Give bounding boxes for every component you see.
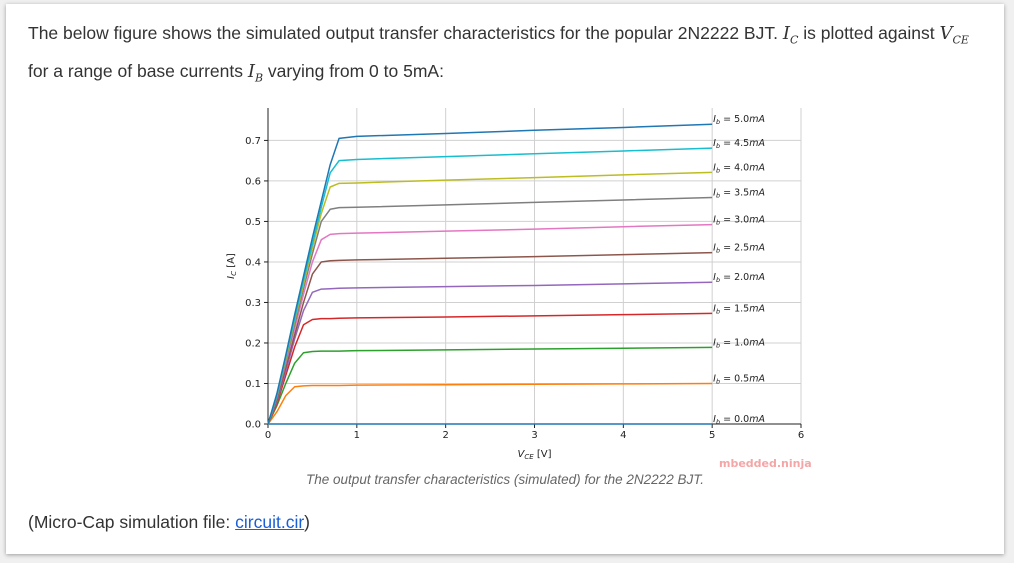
x-tick-label: 1 [354, 430, 360, 441]
intro-text-2: is plotted against [798, 23, 940, 43]
series-label-10: Ib = 5.0mA [713, 114, 765, 126]
series-label-5: Ib = 2.5mA [713, 243, 765, 255]
transfer-characteristics-chart: 0 1 2 3 4 5 6 0.0 0.1 0.2 0.3 0.4 0.5 0.6 0.7 VCE [V] IC… [226, 108, 812, 470]
series-label-3: Ib = 1.5mA [713, 303, 765, 315]
series-label-9: Ib = 4.5mA [713, 138, 765, 150]
intro-text-4: varying from 0 to 5mA: [263, 60, 444, 81]
vce-symbol: VCE [939, 23, 969, 47]
series-label-7: Ib = 3.5mA [713, 188, 765, 200]
x-tick-label: 5 [709, 430, 715, 441]
y-tick-label: 0.2 [245, 338, 261, 349]
figure-caption: The output transfer characteristics (sim… [306, 472, 704, 487]
simulation-file-note: (Micro-Cap simulation file: circuit.cir) [28, 512, 310, 533]
figure: 0 1 2 3 4 5 6 0.0 0.1 0.2 0.3 0.4 0.5 0.6 0.7 VCE [V] IC… [214, 104, 820, 474]
y-tick-label: 0.7 [245, 136, 261, 147]
y-axis-label: IC [A] [226, 253, 238, 279]
series-line-7 [267, 196, 713, 425]
series-label-1: Ib = 0.5mA [713, 373, 765, 385]
x-axis-label: VCE [V] [518, 449, 552, 461]
y-tick-label: 0.5 [245, 217, 261, 228]
intro-text-1: The below figure shows the simulated out… [28, 23, 783, 43]
y-tick-label: 0.3 [245, 298, 261, 309]
intro-paragraph: The below figure shows the simulated out… [28, 18, 988, 93]
y-tick-label: 0.1 [245, 379, 261, 390]
outro-suffix: ) [304, 512, 310, 532]
series-line-4 [267, 281, 713, 425]
series-label-4: Ib = 2.0mA [713, 272, 765, 284]
y-tick-label: 0.4 [245, 257, 261, 268]
circuit-file-link[interactable]: circuit.cir [235, 512, 305, 532]
y-tick-label: 0.0 [245, 420, 261, 431]
content-card: The below figure shows the simulated out… [6, 4, 1004, 554]
y-tick-label: 0.6 [245, 176, 261, 187]
series-label-0: Ib = 0.0mA [713, 414, 765, 426]
series-line-10 [267, 123, 713, 425]
series-label-8: Ib = 4.0mA [713, 162, 765, 174]
x-tick-label: 0 [265, 430, 271, 441]
series-line-3 [267, 312, 713, 425]
series-line-5 [267, 251, 713, 425]
series-label-6: Ib = 3.0mA [713, 215, 765, 227]
ib-symbol: IB [247, 60, 264, 85]
x-tick-label: 6 [798, 430, 804, 441]
ic-symbol: IC [782, 23, 799, 47]
series-label-2: Ib = 1.0mA [713, 337, 765, 349]
intro-text-3: for a range of base currents [28, 60, 248, 81]
outro-prefix: (Micro-Cap simulation file: [28, 512, 236, 532]
x-tick-label: 3 [531, 430, 537, 441]
x-tick-label: 4 [620, 430, 626, 441]
series-line-8 [267, 171, 713, 425]
x-tick-label: 2 [442, 430, 448, 441]
watermark: mbedded.ninja [719, 457, 812, 470]
series-line-2 [267, 346, 713, 425]
series-line-1 [267, 382, 713, 425]
